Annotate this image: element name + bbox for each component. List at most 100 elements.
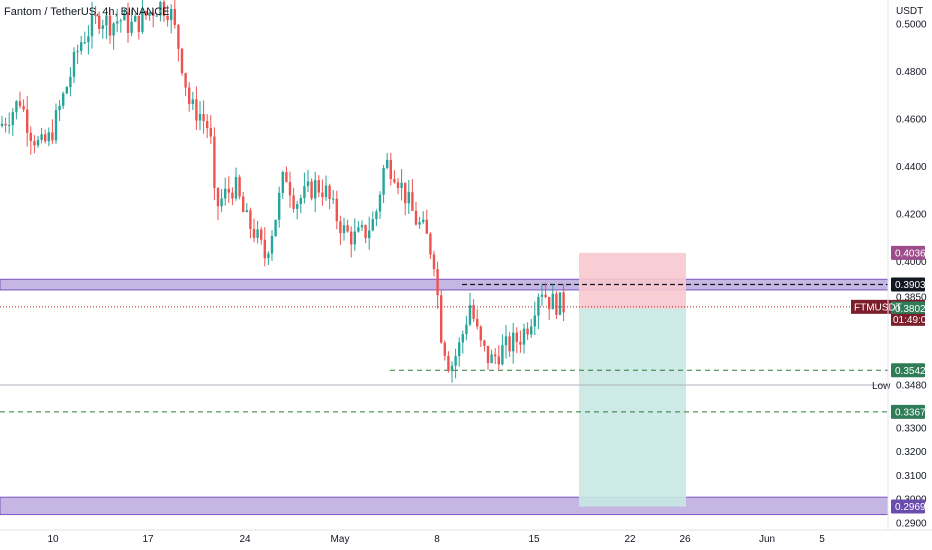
price-tag-label: 0.4036 — [895, 248, 926, 259]
candle-body — [425, 219, 428, 234]
candle-body — [476, 318, 479, 327]
y-tick-label: 0.2900 — [896, 518, 927, 529]
candle-body — [411, 192, 414, 211]
candle-body — [350, 231, 353, 245]
x-tick-label: Jun — [759, 534, 775, 545]
candle-body — [216, 188, 220, 207]
candle-body — [353, 231, 356, 245]
candle-body — [454, 356, 457, 366]
candle-body — [479, 326, 482, 341]
candle-body — [62, 93, 65, 106]
candle-body — [472, 305, 475, 319]
candle-body — [220, 198, 223, 207]
candle-body — [40, 134, 43, 140]
price-tag-label: 0.2969 — [895, 502, 926, 513]
candle-body — [260, 229, 263, 240]
candle-body — [105, 15, 108, 26]
candle-body — [180, 48, 184, 74]
candle-body — [213, 136, 216, 189]
candle-body — [346, 225, 349, 232]
candle-body — [483, 340, 486, 346]
candle-body — [436, 269, 439, 296]
candle-body — [288, 182, 292, 196]
candle-body — [238, 177, 241, 197]
candle-body — [36, 139, 40, 146]
candle-body — [450, 365, 454, 372]
candle-body — [58, 105, 61, 111]
candle-body — [108, 15, 112, 36]
take-profit-box[interactable] — [579, 308, 686, 507]
candle-body — [11, 112, 14, 126]
candle-body — [98, 15, 101, 29]
candle-body — [26, 109, 29, 133]
candle-body — [51, 132, 54, 141]
currency-label: USDT — [896, 6, 923, 17]
candle-body — [317, 180, 320, 193]
price-tag-0.3367 — [891, 404, 925, 419]
candle-body — [335, 198, 338, 222]
candle-body — [432, 254, 436, 270]
candle-body — [15, 101, 18, 113]
candle-body — [422, 219, 425, 223]
candle-body — [274, 219, 277, 236]
candle-body — [371, 219, 374, 231]
candle-body — [458, 342, 461, 357]
candle-body — [378, 194, 382, 212]
y-tick-label: 0.4000 — [896, 257, 927, 268]
candle-body — [314, 180, 317, 199]
candle-body — [44, 134, 47, 142]
candle-body — [447, 355, 450, 372]
candle-body — [512, 332, 515, 352]
candle-body — [130, 21, 133, 33]
candle-body — [184, 73, 187, 88]
candle-body — [497, 356, 500, 365]
symbol-tag-label: FTMUSDT — [854, 302, 902, 313]
candle-body — [195, 99, 198, 121]
candle-body — [364, 225, 367, 239]
candle-body — [468, 305, 472, 325]
candle-body — [486, 345, 490, 364]
candle-body — [141, 11, 144, 32]
candle-body — [155, 15, 158, 17]
candle-body — [515, 332, 518, 342]
candle-body — [526, 328, 529, 335]
candle-body — [116, 21, 119, 24]
price-tag-label: 0.3542 — [895, 366, 926, 377]
candle-body — [465, 324, 468, 335]
candle-body — [87, 36, 90, 43]
candle-body — [4, 123, 7, 126]
candle-body — [188, 87, 191, 105]
candle-body — [540, 294, 544, 297]
candle-body — [29, 132, 32, 142]
candle-body — [501, 345, 504, 365]
candle-body — [342, 225, 346, 234]
candle-body — [386, 159, 389, 168]
x-tick-label: 5 — [819, 534, 825, 545]
y-tick-label: 0.5000 — [896, 19, 927, 30]
candle-body — [368, 230, 371, 239]
candle-body — [90, 15, 94, 37]
candle-body — [555, 293, 558, 315]
candle-body — [80, 42, 83, 51]
x-tick-label: 24 — [239, 534, 251, 545]
price-tag-0.3903 — [891, 277, 925, 292]
candle-body — [404, 182, 407, 204]
candle-body — [148, 12, 151, 16]
candle-body — [440, 295, 443, 343]
candle-body — [144, 11, 148, 16]
candle-body — [112, 23, 115, 36]
candle-body — [8, 125, 11, 127]
candle-body — [206, 121, 209, 129]
candle-body — [490, 354, 493, 364]
x-tick-label: 10 — [47, 534, 59, 545]
y-tick-label: 0.3850 — [896, 293, 927, 304]
x-tick-label: 17 — [142, 534, 154, 545]
candle-body — [504, 336, 508, 346]
x-tick-label: 26 — [679, 534, 691, 545]
candle-body — [234, 177, 238, 199]
candle-body — [360, 225, 364, 228]
stop-loss-box[interactable] — [579, 252, 686, 309]
candle-body — [18, 101, 22, 107]
